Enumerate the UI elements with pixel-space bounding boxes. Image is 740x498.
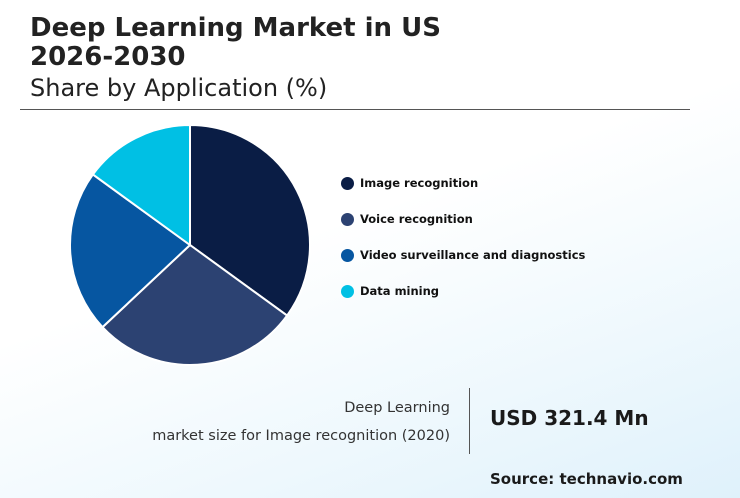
pie-slice-image-recognition [189,123,311,317]
metric-label-line2: market size for Image recognition (2020) [152,428,450,444]
header-divider [20,109,690,110]
legend-swatch [341,212,354,226]
legend-label: Video surveillance and diagnostics [360,248,586,262]
legend-label: Data mining [360,284,440,298]
legend: Image recognition Voice recognition Video … [341,173,585,317]
legend-swatch [341,248,354,262]
pie-slice-data-mining [91,123,191,247]
chart-title: Deep Learning Market in US 2026-2030 [30,14,441,72]
legend-label: Image recognition [360,176,479,190]
pie-slice-voice-recognition [101,243,289,366]
chart-title-line2: 2026-2030 [30,42,186,72]
legend-swatch [341,284,354,298]
legend-item: Image recognition [341,173,585,193]
legend-label: Voice recognition [360,212,473,226]
legend-item: Video surveillance and diagnostics [341,245,585,265]
chart-title-line1: Deep Learning Market in US [30,13,441,43]
metric-label-line1: Deep Learning [344,400,450,416]
chart-subtitle: Share by Application (%) [30,74,328,102]
legend-swatch [341,176,354,190]
metric-value: USD 321.4 Mn [490,406,649,430]
pie-slice-video-surveillance-and-diagnostics [69,173,192,329]
legend-item: Voice recognition [341,209,585,229]
metric-divider [469,388,470,454]
source-credit: Source: technavio.com [490,470,683,488]
legend-item: Data mining [341,281,585,301]
